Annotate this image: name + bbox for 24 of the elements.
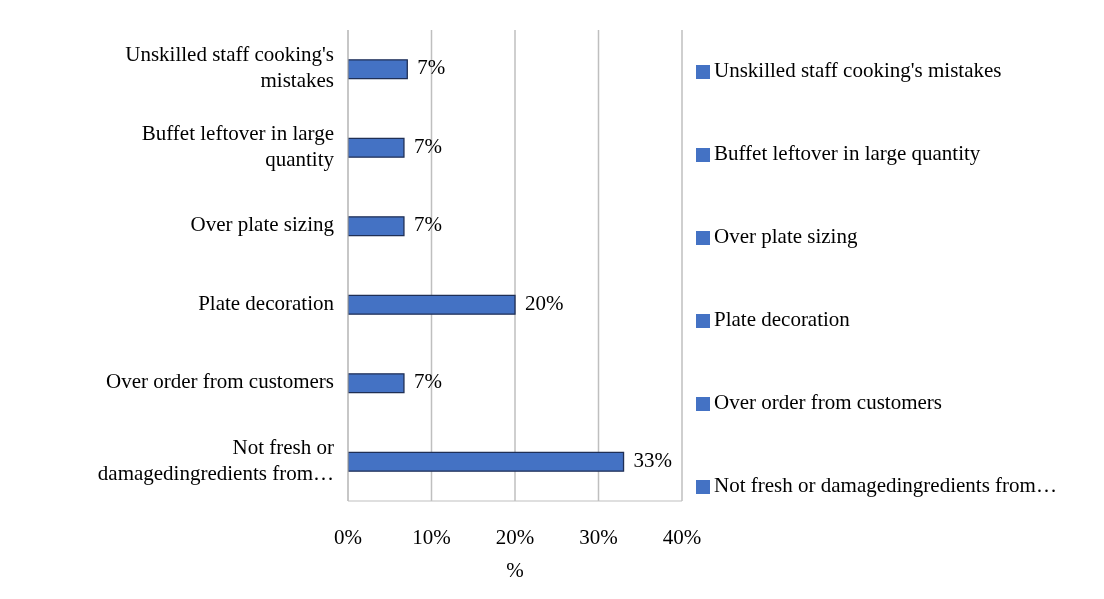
legend-label: Over order from customers — [714, 390, 943, 414]
y-tick-label: Over order from customers — [105, 369, 334, 394]
data-label: 7% — [413, 369, 442, 394]
data-label: 7% — [413, 133, 442, 158]
y-tick-label: Buffet leftover in large quantity — [141, 120, 335, 171]
y-tick-label: Over plate sizing — [190, 212, 335, 237]
data-label: 20% — [525, 290, 564, 315]
x-tick-label: 30% — [579, 524, 618, 549]
y-tick-label: Plate decoration — [198, 290, 335, 315]
legend-label: Over plate sizing — [714, 224, 858, 248]
x-tick-label: 40% — [662, 524, 702, 549]
data-label: 33% — [633, 447, 673, 472]
y-tick-label: Not fresh or damagedingredients from… — [97, 434, 334, 485]
y-tick-label: Unskilled staff cooking's mistakes — [125, 42, 334, 93]
x-tick-label: 20% — [495, 524, 535, 549]
x-axis-title: % — [506, 558, 524, 582]
data-label: 7% — [413, 212, 442, 237]
legend-label: Buffet leftover in large quantity — [714, 141, 981, 165]
x-tick-label: 10% — [412, 524, 451, 549]
data-label: 7% — [417, 55, 446, 80]
legend-label: Plate decoration — [714, 307, 850, 331]
legend-label: Not fresh or damagedingredients from… — [714, 473, 1057, 497]
legend-label: Unskilled staff cooking's mistakes — [714, 58, 1002, 82]
x-tick-label: 0% — [334, 524, 362, 549]
